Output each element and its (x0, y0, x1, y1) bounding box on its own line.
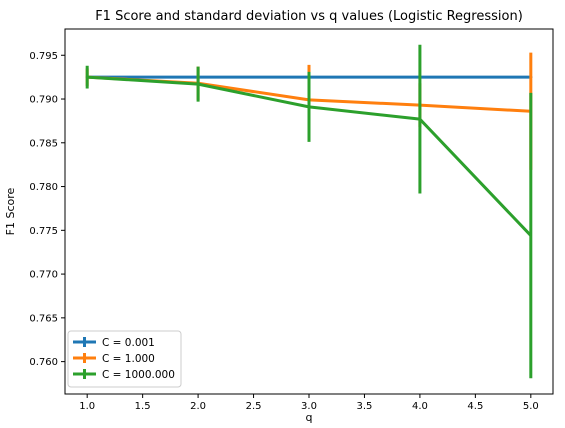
legend-box (67, 330, 182, 388)
chart-title: F1 Score and standard deviation vs q val… (95, 9, 523, 24)
x-tick-label: 4.5 (467, 401, 483, 412)
x-tick-label: 2.0 (190, 401, 206, 412)
x-tick-label: 1.5 (135, 401, 151, 412)
x-tick-label: 2.5 (246, 401, 262, 412)
x-tick-label: 3.0 (301, 401, 317, 412)
y-tick-label: 0.790 (29, 95, 58, 106)
y-tick-label: 0.795 (29, 51, 58, 62)
series-layer (85, 44, 533, 379)
y-axis: 0.760 0.765 0.770 0.775 0.780 0.785 0.790 0.795 (29, 51, 65, 368)
y-axis-label: F1 Score (4, 187, 17, 235)
x-tick-label: 3.5 (357, 401, 373, 412)
y-tick-label: 0.765 (29, 313, 58, 324)
x-tick-label: 5.0 (523, 401, 539, 412)
y-tick-label: 0.785 (29, 138, 58, 149)
x-axis-label: q (306, 411, 313, 424)
y-tick-label: 0.760 (29, 357, 58, 368)
legend-entry: C = 1.000 (102, 353, 155, 365)
x-tick-label: 1.0 (79, 401, 95, 412)
series-3 (85, 44, 533, 379)
y-tick-label: 0.775 (29, 226, 58, 237)
y-tick-label: 0.770 (29, 270, 58, 281)
x-tick-label: 4.0 (412, 401, 428, 412)
legend-entry: C = 0.001 (102, 337, 155, 349)
legend-entry: C = 1000.000 (102, 369, 175, 381)
x-axis: 1.0 1.5 2.0 2.5 3.0 3.5 4.0 4.5 5.0 (79, 394, 539, 412)
y-tick-label: 0.780 (29, 182, 58, 193)
legend: C = 0.001 C = 1.000 C = 1000.000 (67, 330, 182, 388)
